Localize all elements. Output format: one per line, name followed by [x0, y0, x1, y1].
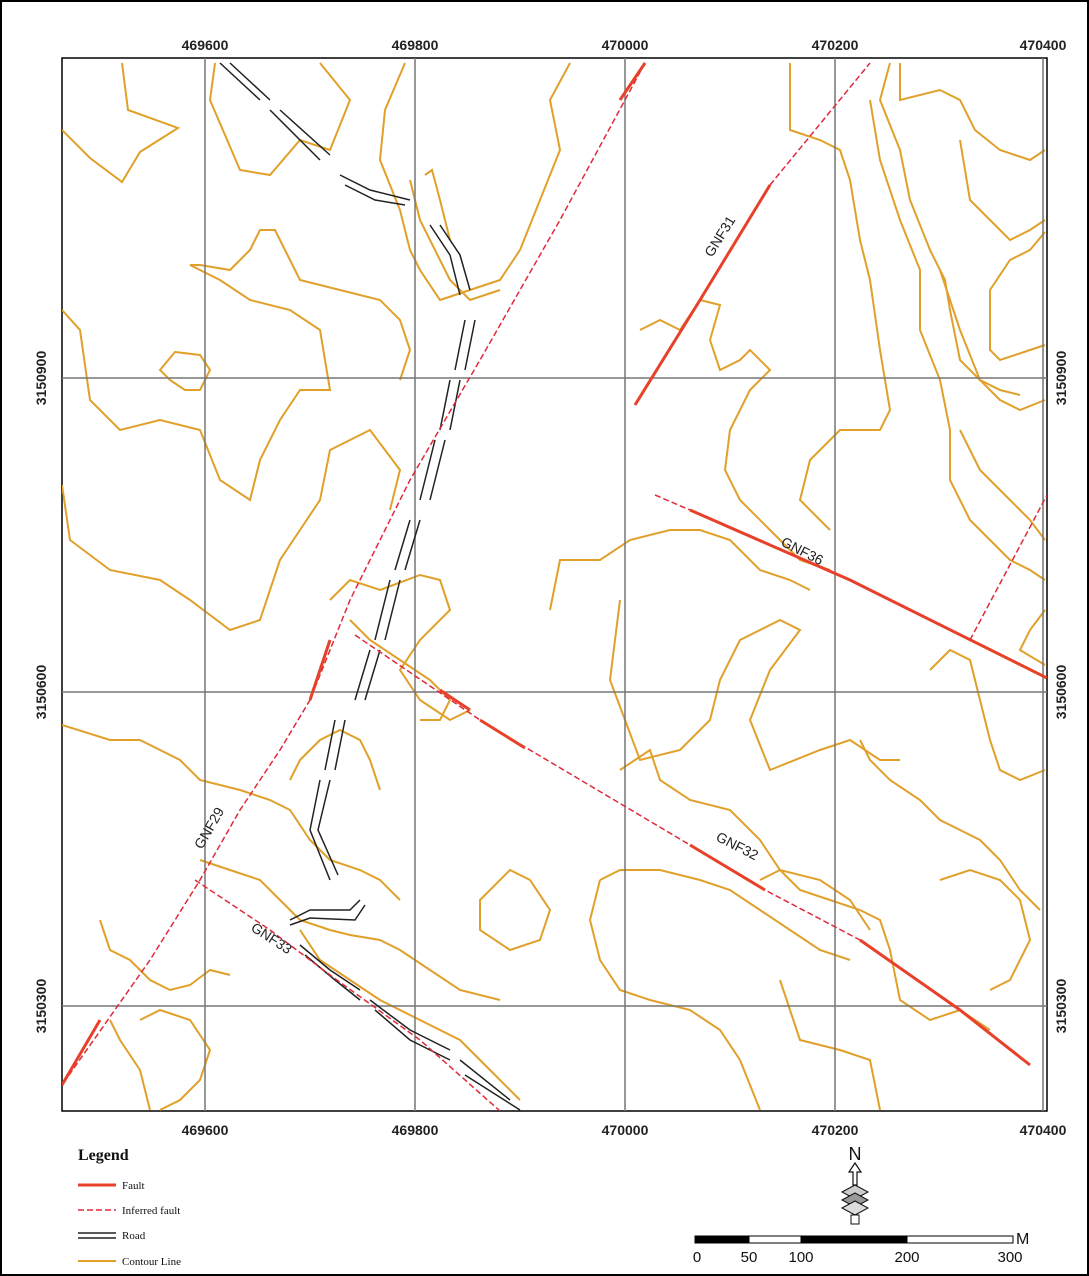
map-frame: GNF31 GNF36 GNF29 GNF32 GNF33	[61, 57, 1048, 1112]
scale-label: 200	[894, 1249, 919, 1266]
scale-label: 300	[997, 1249, 1022, 1266]
tick-label: 470000	[602, 1122, 649, 1138]
grid-lines	[62, 58, 1047, 1111]
tick-label: 3150900	[1053, 351, 1069, 406]
tick-label: 3150300	[33, 979, 49, 1034]
tick-label: 3150600	[33, 665, 49, 720]
legend: Legend Fault Inferred fault Road Contour…	[78, 1147, 181, 1268]
tick-label: 3150600	[1053, 665, 1069, 720]
scale-bar: M 0 50 100 200 300	[693, 1231, 1030, 1266]
contour-lines	[62, 62, 1046, 1111]
tick-label: 470400	[1020, 1122, 1067, 1138]
tick-label: 469600	[182, 37, 229, 53]
north-label: N	[849, 1144, 862, 1164]
legend-label-fault: Fault	[122, 1180, 145, 1192]
scale-label: 100	[788, 1249, 813, 1266]
north-arrow-icon: N	[840, 1144, 870, 1225]
tick-label: 469800	[392, 1122, 439, 1138]
tick-label: 470200	[812, 1122, 859, 1138]
tick-label: 469600	[182, 1122, 229, 1138]
legend-label-contour: Contour Line	[122, 1256, 181, 1268]
tick-label: 470200	[812, 37, 859, 53]
roads	[219, 62, 521, 1111]
tick-label: 3150300	[1053, 979, 1069, 1034]
tick-label: 470400	[1020, 37, 1067, 53]
y-axis-left: 3150900 3150600 3150300	[33, 351, 49, 1034]
tick-label: 3150900	[33, 351, 49, 406]
scale-unit: M	[1016, 1231, 1029, 1248]
x-axis-top: 469600 469800 470000 470200 470400	[182, 37, 1067, 53]
tick-label: 469800	[392, 37, 439, 53]
legend-label-inferred-fault: Inferred fault	[122, 1205, 180, 1217]
legend-title: Legend	[78, 1147, 129, 1164]
tick-label: 470000	[602, 37, 649, 53]
legend-label-road: Road	[122, 1230, 146, 1242]
x-axis-bottom: 469600 469800 470000 470200 470400	[182, 1122, 1067, 1138]
y-axis-right: 3150900 3150600 3150300	[1053, 351, 1069, 1034]
faults	[62, 62, 1047, 1111]
scale-label: 0	[693, 1249, 701, 1266]
scale-label: 50	[741, 1249, 758, 1266]
